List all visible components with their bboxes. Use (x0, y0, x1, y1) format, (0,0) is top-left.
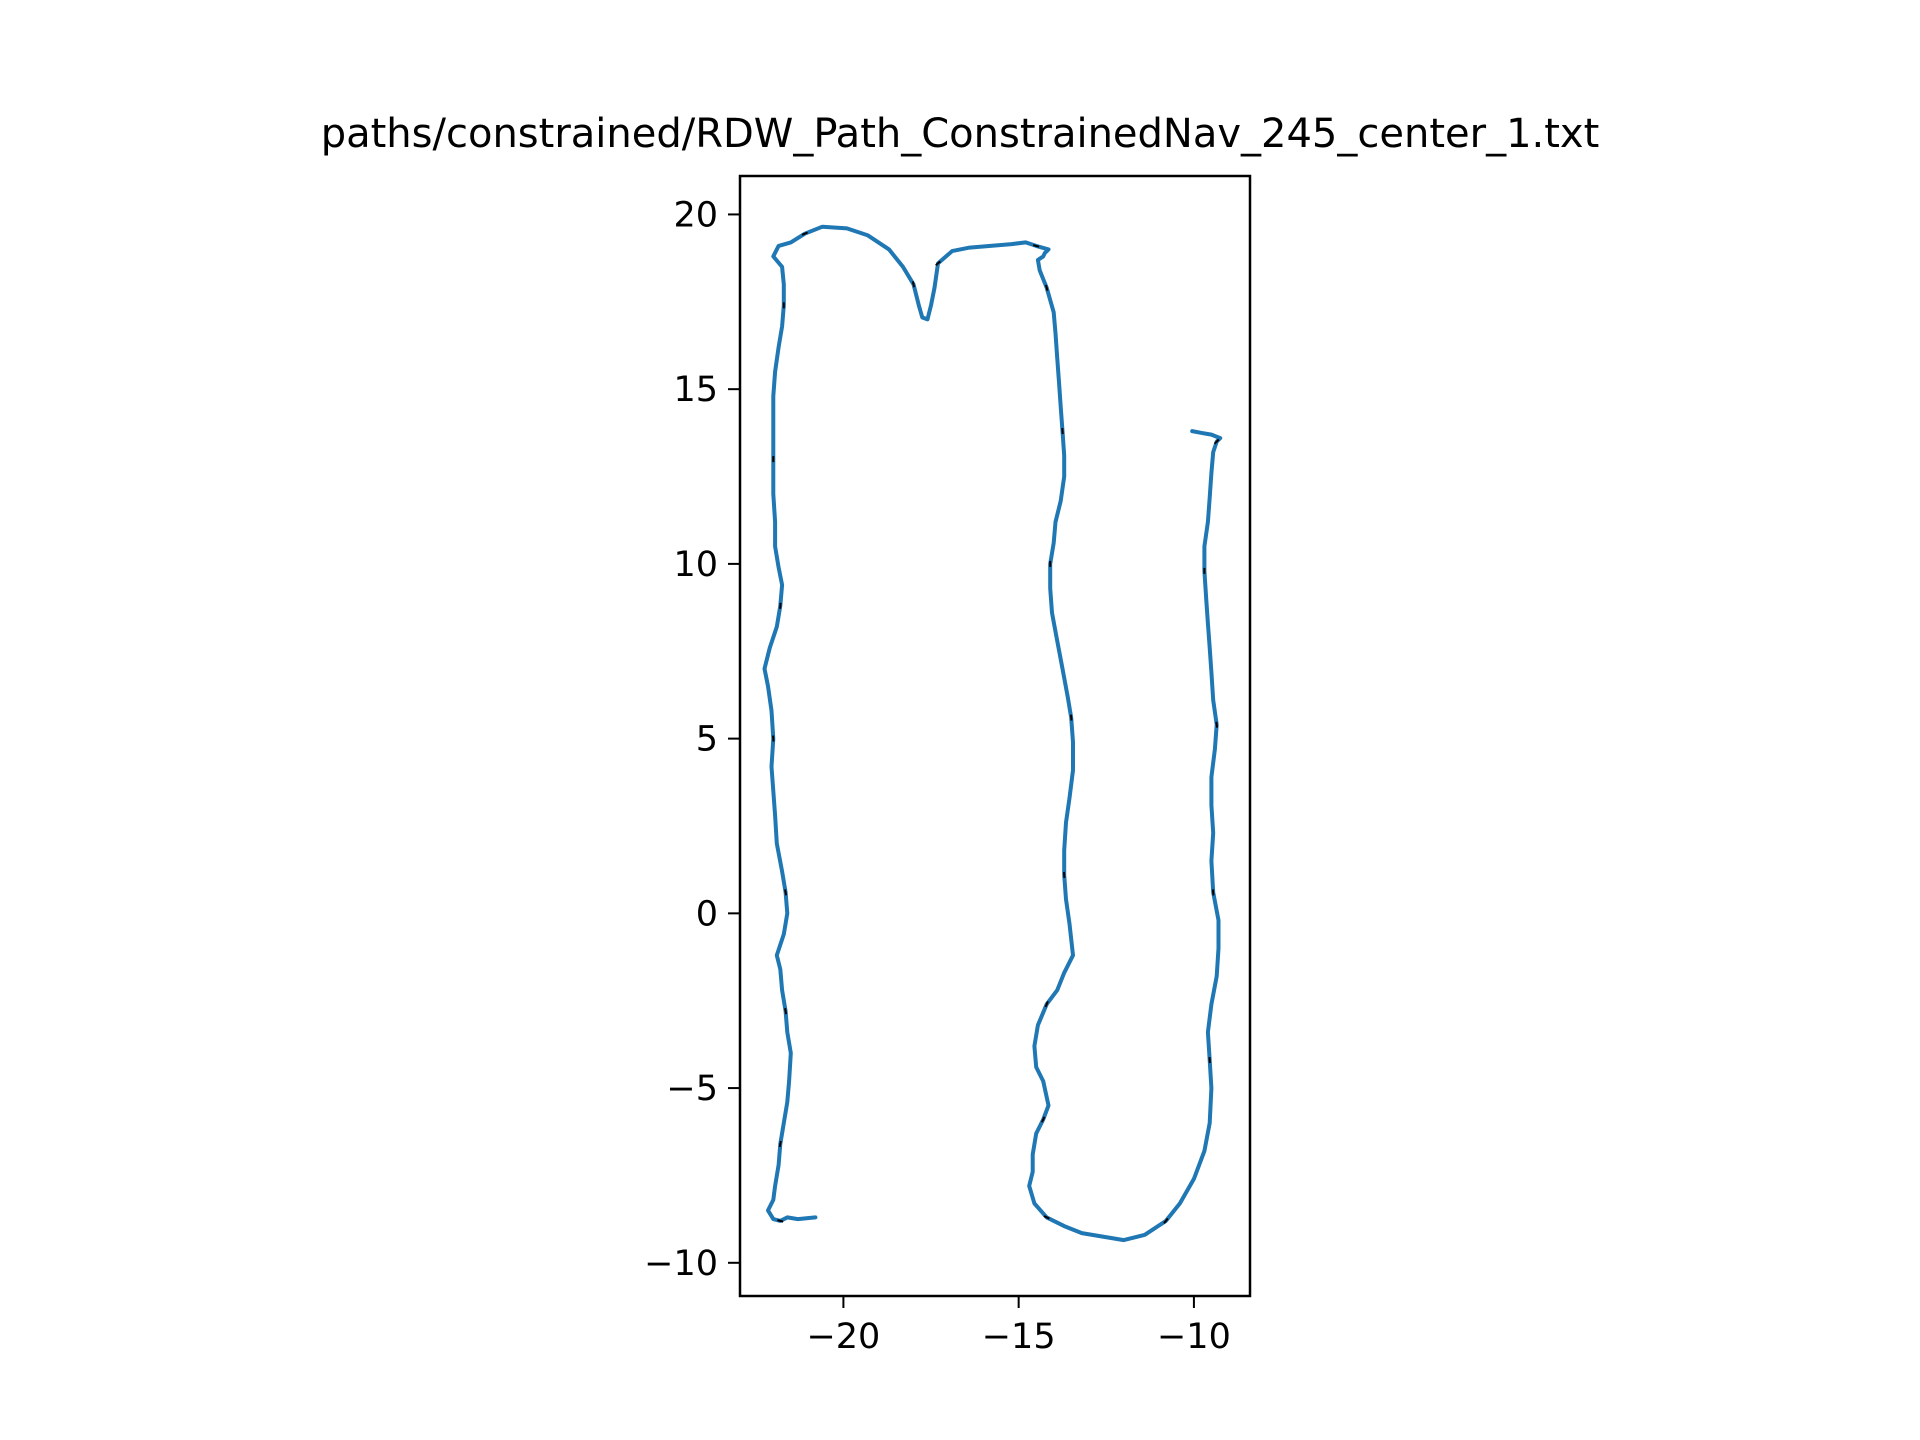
path-line (762, 224, 1223, 1243)
y-tick-label: −10 (644, 1244, 718, 1284)
path-marker (1044, 284, 1049, 291)
x-tick-label: −15 (982, 1317, 1056, 1357)
y-tick-label: 5 (696, 720, 718, 760)
path-marker (1163, 1217, 1169, 1224)
path-marker (1044, 1001, 1049, 1008)
y-tick-label: 10 (673, 545, 718, 585)
path-marker (801, 231, 808, 236)
path-marker (1040, 1116, 1046, 1123)
path-marker (1215, 721, 1219, 728)
path-marker (777, 1219, 784, 1223)
path-marker (779, 602, 782, 609)
path-marker (778, 1140, 782, 1148)
path-marker (1213, 438, 1220, 445)
ticks: −20 −15 −10 20 15 10 5 0 −5 −10 (644, 195, 1231, 1357)
x-tick-label: −20 (806, 1317, 880, 1357)
chart-title: paths/constrained/RDW_Path_ConstrainedNa… (321, 111, 1600, 157)
path-marker (784, 889, 788, 896)
x-tick-label: −10 (1157, 1317, 1231, 1357)
path-marker (1033, 244, 1040, 248)
axes-frame (738, 174, 1252, 1298)
path-marker (911, 281, 916, 288)
y-tick-label: 15 (673, 370, 718, 410)
path-marker (1070, 714, 1073, 721)
y-tick-label: −5 (666, 1069, 718, 1109)
path-marker (1043, 1215, 1050, 1220)
y-tick-label: 0 (696, 894, 718, 934)
path-marker (784, 1008, 788, 1015)
path-marker (935, 260, 941, 267)
series-layer (762, 224, 1223, 1243)
y-tick-label: 20 (673, 195, 718, 235)
